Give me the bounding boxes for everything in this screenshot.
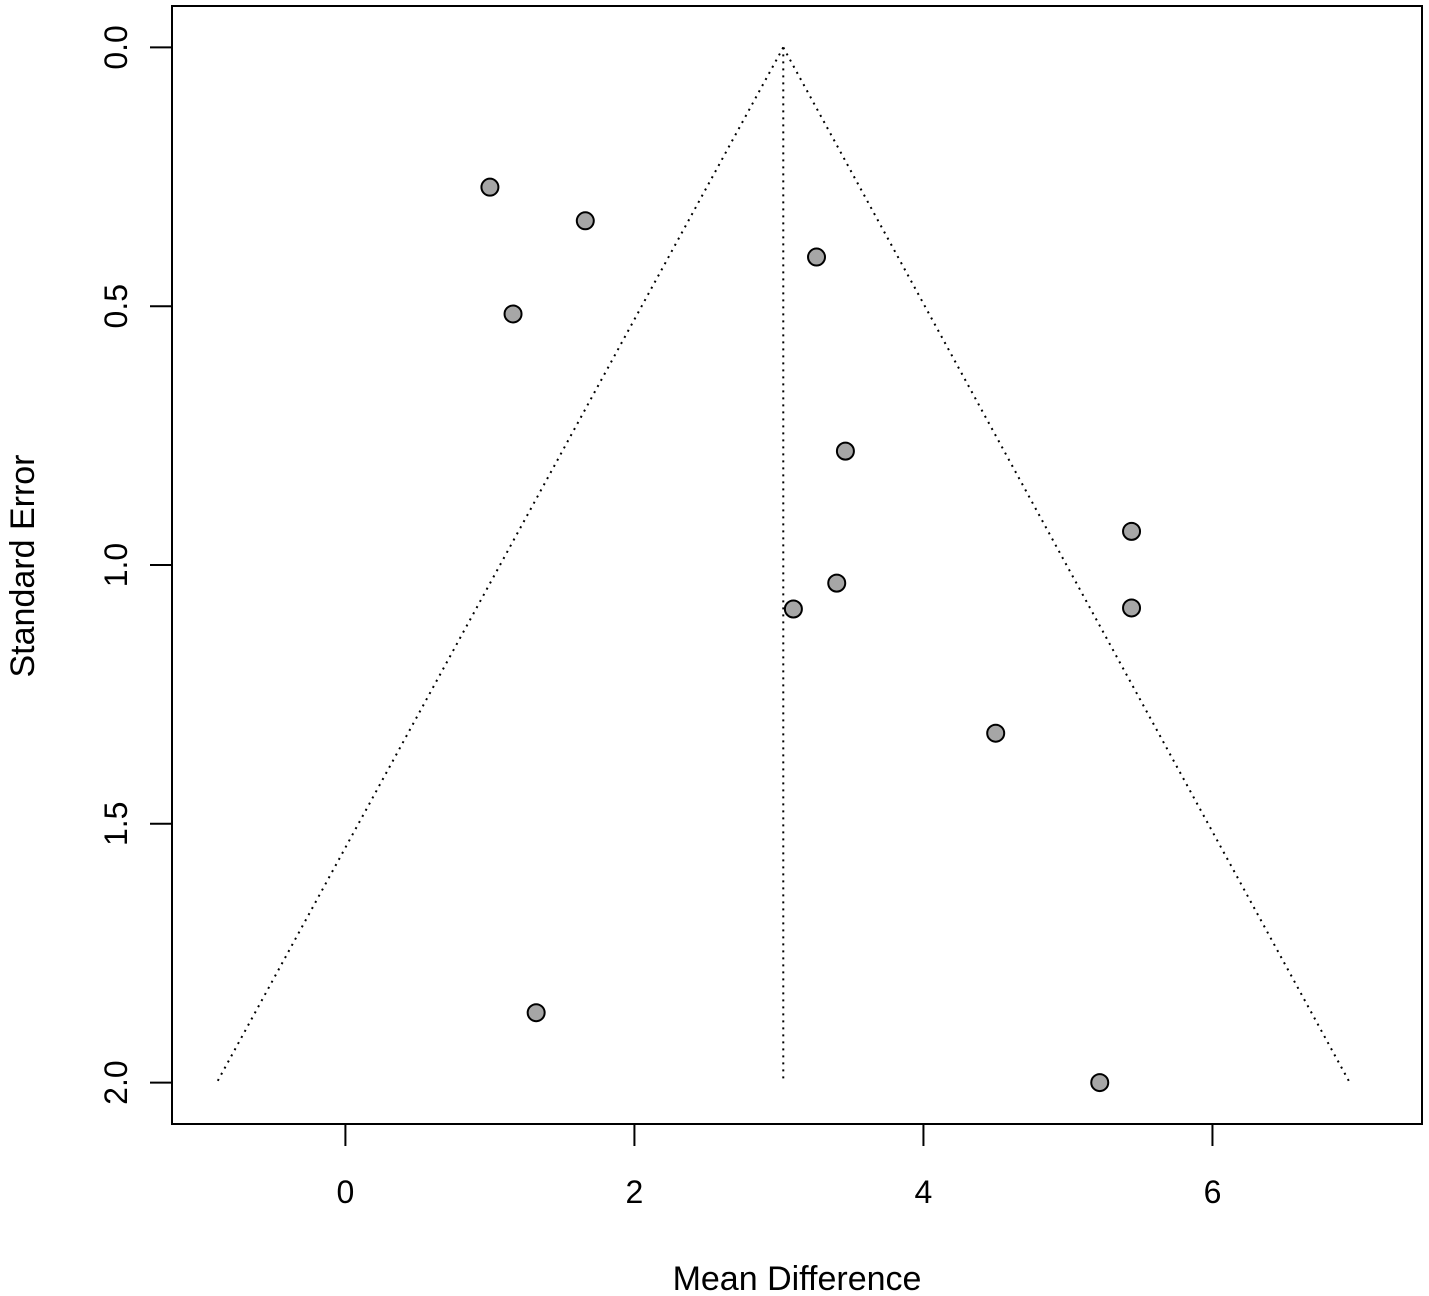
- data-point-7: [827, 573, 847, 593]
- data-point-12: [1090, 1073, 1110, 1093]
- data-point-2: [575, 211, 595, 231]
- x-axis: 0 2 4 6: [337, 1123, 1222, 1210]
- data-point-4: [503, 304, 523, 324]
- data-points: [480, 177, 1142, 1093]
- funnel-lines: [215, 46, 1351, 1084]
- data-point-5: [835, 441, 855, 461]
- y-axis: 0.0 0.5 1.0 1.5 2.0: [98, 25, 173, 1105]
- data-point-1: [480, 177, 500, 197]
- x-tick-label-0: 0: [337, 1174, 355, 1210]
- funnel-right-line: [782, 46, 1351, 1084]
- y-tick-label-1: 0.5: [98, 284, 134, 328]
- data-point-3: [807, 247, 827, 267]
- y-tick-label-0: 0.0: [98, 25, 134, 69]
- x-tick-label-6: 6: [1204, 1174, 1222, 1210]
- plot-frame: [171, 5, 1423, 1125]
- funnel-left-line: [215, 46, 785, 1084]
- y-tick-label-2: 1.0: [98, 543, 134, 587]
- data-point-10: [986, 723, 1006, 743]
- y-tick-label-3: 1.5: [98, 802, 134, 846]
- y-tick-label-4: 2.0: [98, 1060, 134, 1104]
- data-point-8: [783, 599, 803, 619]
- y-axis-title: Standard Error: [4, 455, 42, 678]
- x-tick-label-2: 2: [626, 1174, 644, 1210]
- data-point-11: [526, 1003, 546, 1023]
- data-point-6: [1122, 521, 1142, 541]
- data-point-9: [1122, 598, 1142, 618]
- x-tick-label-4: 4: [915, 1174, 933, 1210]
- x-axis-title: Mean Difference: [673, 1260, 922, 1296]
